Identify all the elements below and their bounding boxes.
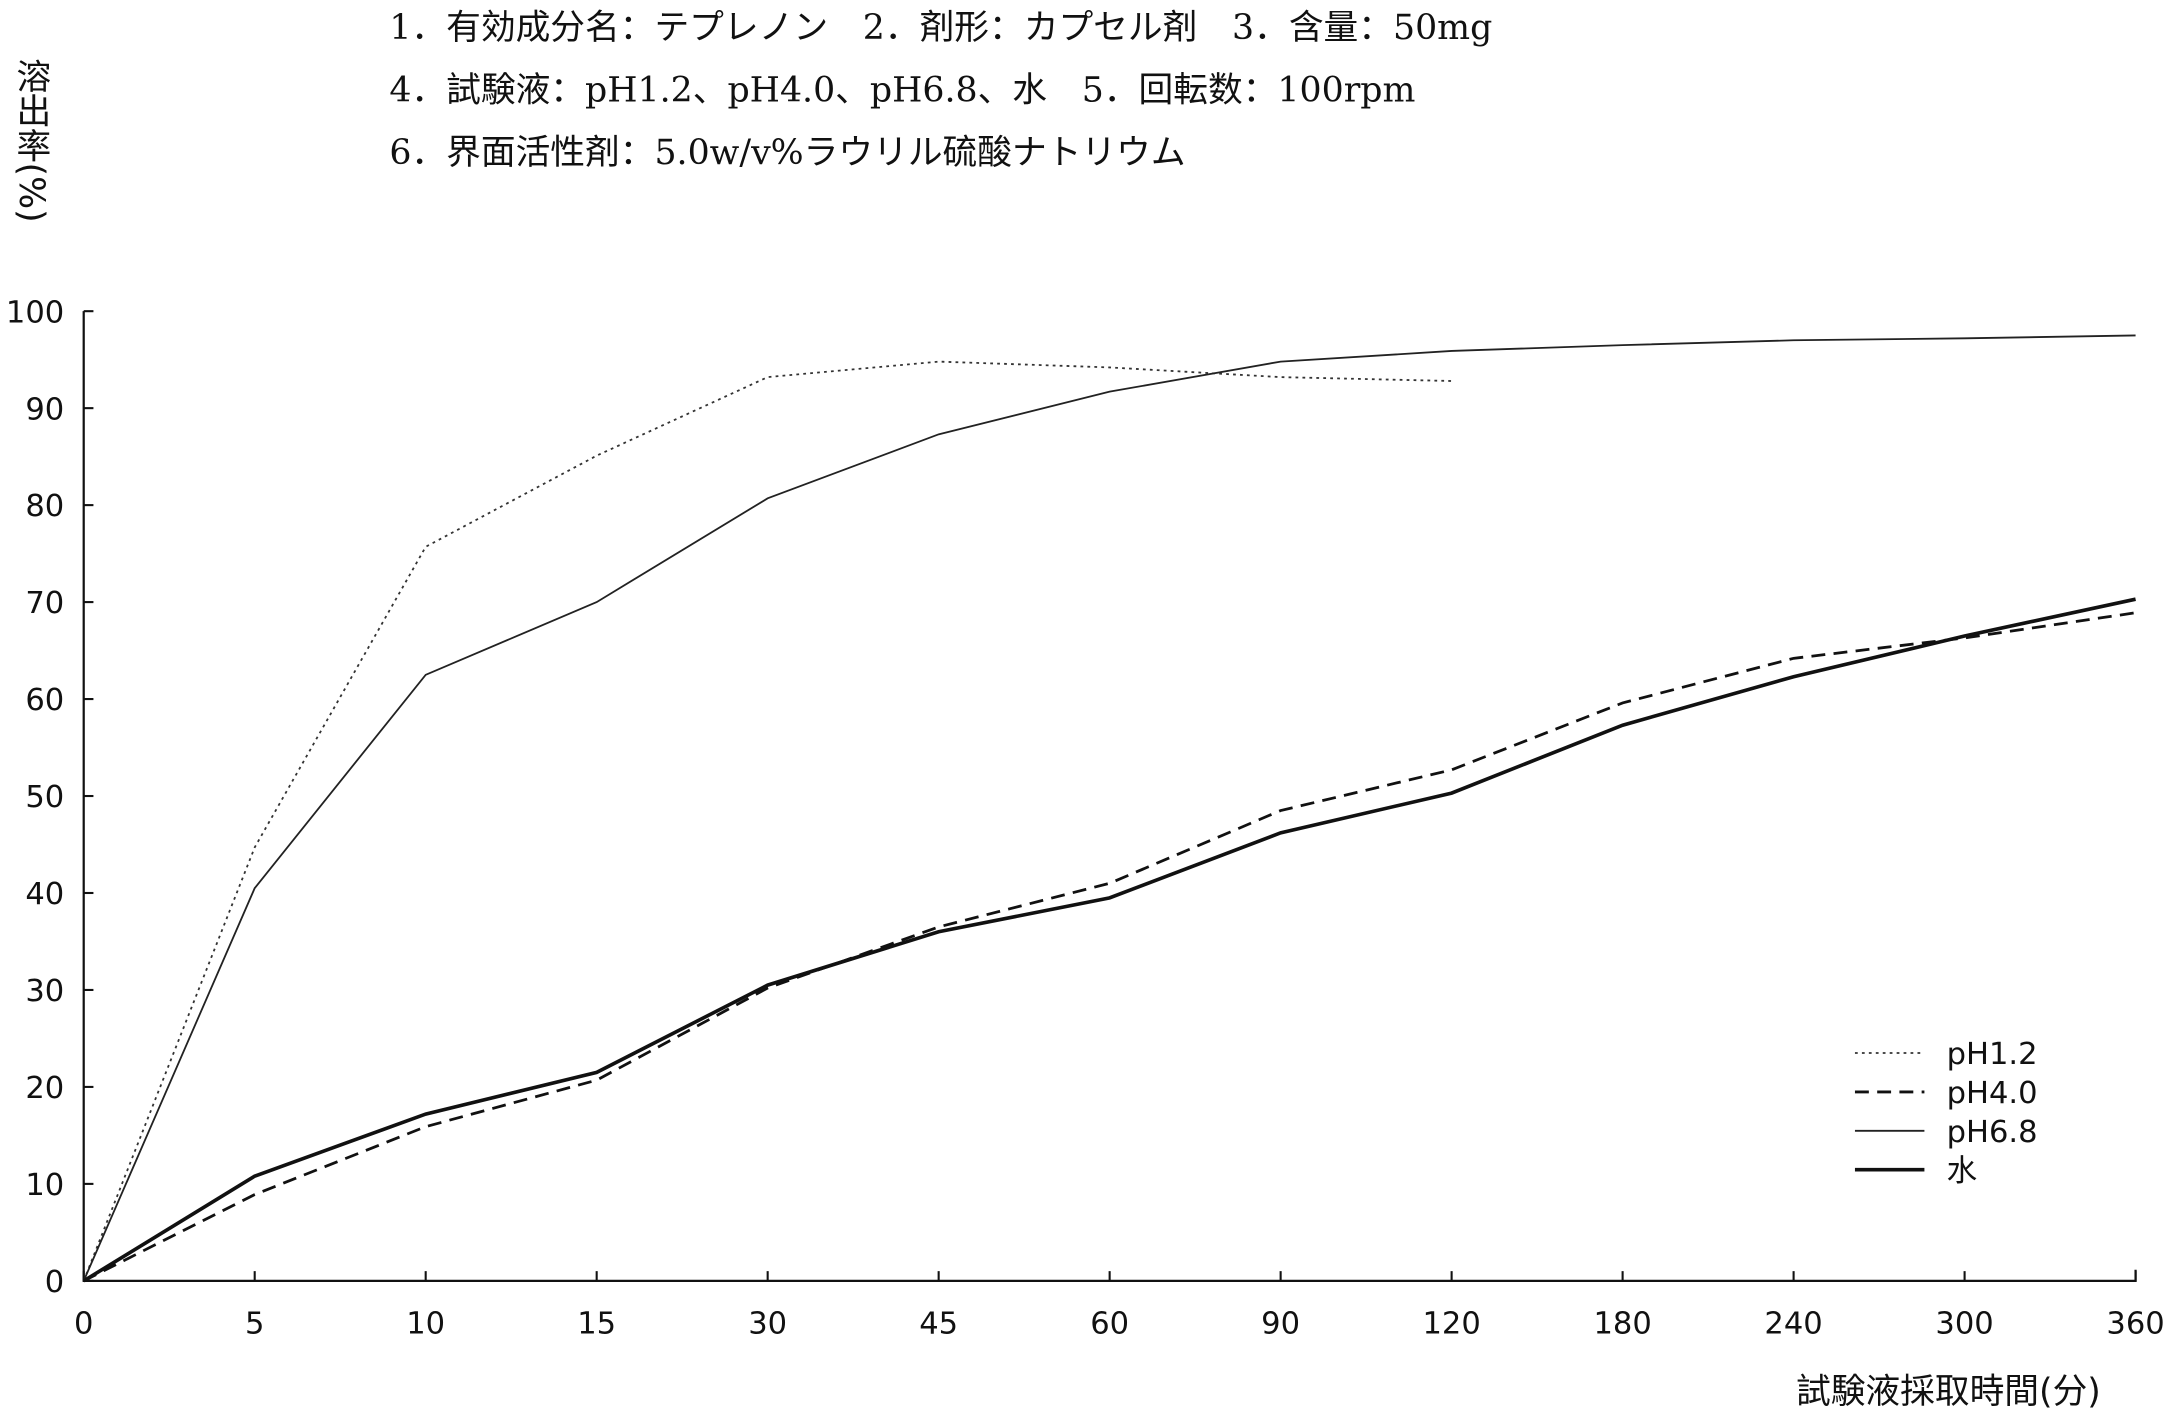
legend-label: pH1.2: [1947, 1037, 2038, 1072]
y-tick-label: 20: [25, 1071, 64, 1106]
x-tick-label: 240: [1764, 1307, 1822, 1342]
series-line: [82, 360, 1452, 1282]
y-tick-label: 90: [25, 392, 64, 427]
x-tick-label: 60: [1090, 1307, 1129, 1342]
y-tick-label: 100: [6, 295, 64, 330]
legend-label: pH4.0: [1947, 1076, 2038, 1111]
x-axis-label: 試験液採取時間(分): [1796, 1372, 2101, 1412]
y-axis-label: 溶出率(%): [11, 58, 51, 223]
axis-line: [82, 311, 2137, 1282]
x-tick-label: 30: [748, 1307, 787, 1342]
x-tick-label: 5: [245, 1307, 264, 1342]
x-tick-label: 300: [1935, 1307, 1993, 1342]
x-tick-label: 45: [919, 1307, 958, 1342]
y-tick-label: 10: [25, 1168, 64, 1203]
series-line: [82, 597, 2136, 1283]
x-tick-label: 10: [406, 1307, 445, 1342]
x-tick-label: 0: [74, 1307, 93, 1342]
y-tick-label: 0: [45, 1265, 64, 1300]
x-tick-label: 15: [577, 1307, 616, 1342]
x-tick-label: 90: [1261, 1307, 1300, 1342]
title-line: 1．有効成分名：テプレノン 2．剤形：カプセル剤 3．含量：50mg: [389, 8, 1492, 48]
y-tick-label: 60: [25, 683, 64, 718]
series-line: [82, 334, 2136, 1282]
y-tick-label: 70: [25, 586, 64, 621]
series-line: [83, 611, 2136, 1283]
title-line: 4．試験液：pH1.2、pH4.0、pH6.8、水 5．回転数：100rpm: [389, 70, 1415, 110]
y-tick-label: 40: [25, 877, 64, 912]
x-tick-label: 360: [2106, 1307, 2164, 1342]
legend-label: pH6.8: [1947, 1115, 2038, 1150]
x-tick-label: 180: [1593, 1307, 1651, 1342]
legend-label: 水: [1947, 1154, 1978, 1189]
y-tick-label: 50: [25, 780, 64, 815]
x-tick-label: 120: [1422, 1307, 1480, 1342]
title-line: 6．界面活性剤：5.0w/v%ラウリル硫酸ナトリウム: [389, 133, 1185, 173]
y-tick-label: 80: [25, 489, 64, 524]
y-tick-label: 30: [25, 974, 64, 1009]
